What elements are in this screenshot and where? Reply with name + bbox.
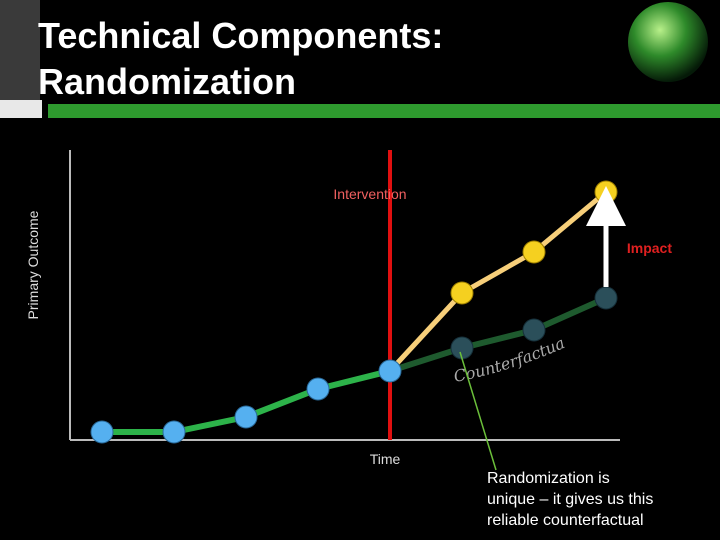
point: [234, 405, 258, 429]
point: [306, 377, 330, 401]
point: [450, 336, 474, 360]
title-bar: [48, 104, 720, 118]
title-line: Technical Components:: [38, 15, 443, 56]
note-line: Randomization is: [487, 470, 610, 487]
point: [378, 359, 402, 383]
impact-label: Impact: [627, 240, 672, 256]
counterfactual-points: [450, 286, 618, 360]
note-pointer: [459, 351, 497, 471]
pre-points: [90, 359, 402, 444]
treatment-line: [388, 190, 608, 373]
globe-icon: [628, 2, 708, 82]
point: [522, 240, 546, 264]
note-line: reliable counterfactual: [487, 512, 644, 529]
point: [450, 281, 474, 305]
point: [594, 180, 618, 204]
title-line: Randomization: [38, 61, 296, 102]
point: [522, 318, 546, 342]
point: [162, 420, 186, 444]
point: [90, 420, 114, 444]
x-axis-label: Time: [370, 451, 401, 467]
side-strip: [0, 0, 40, 100]
point: [594, 286, 618, 310]
corner-block: [0, 100, 42, 118]
counterfactual-line: [389, 295, 608, 374]
note-line: unique – it gives us this: [487, 491, 653, 508]
y-axis-label: Primary Outcome: [25, 210, 41, 319]
intervention-label: Intervention: [333, 186, 406, 202]
